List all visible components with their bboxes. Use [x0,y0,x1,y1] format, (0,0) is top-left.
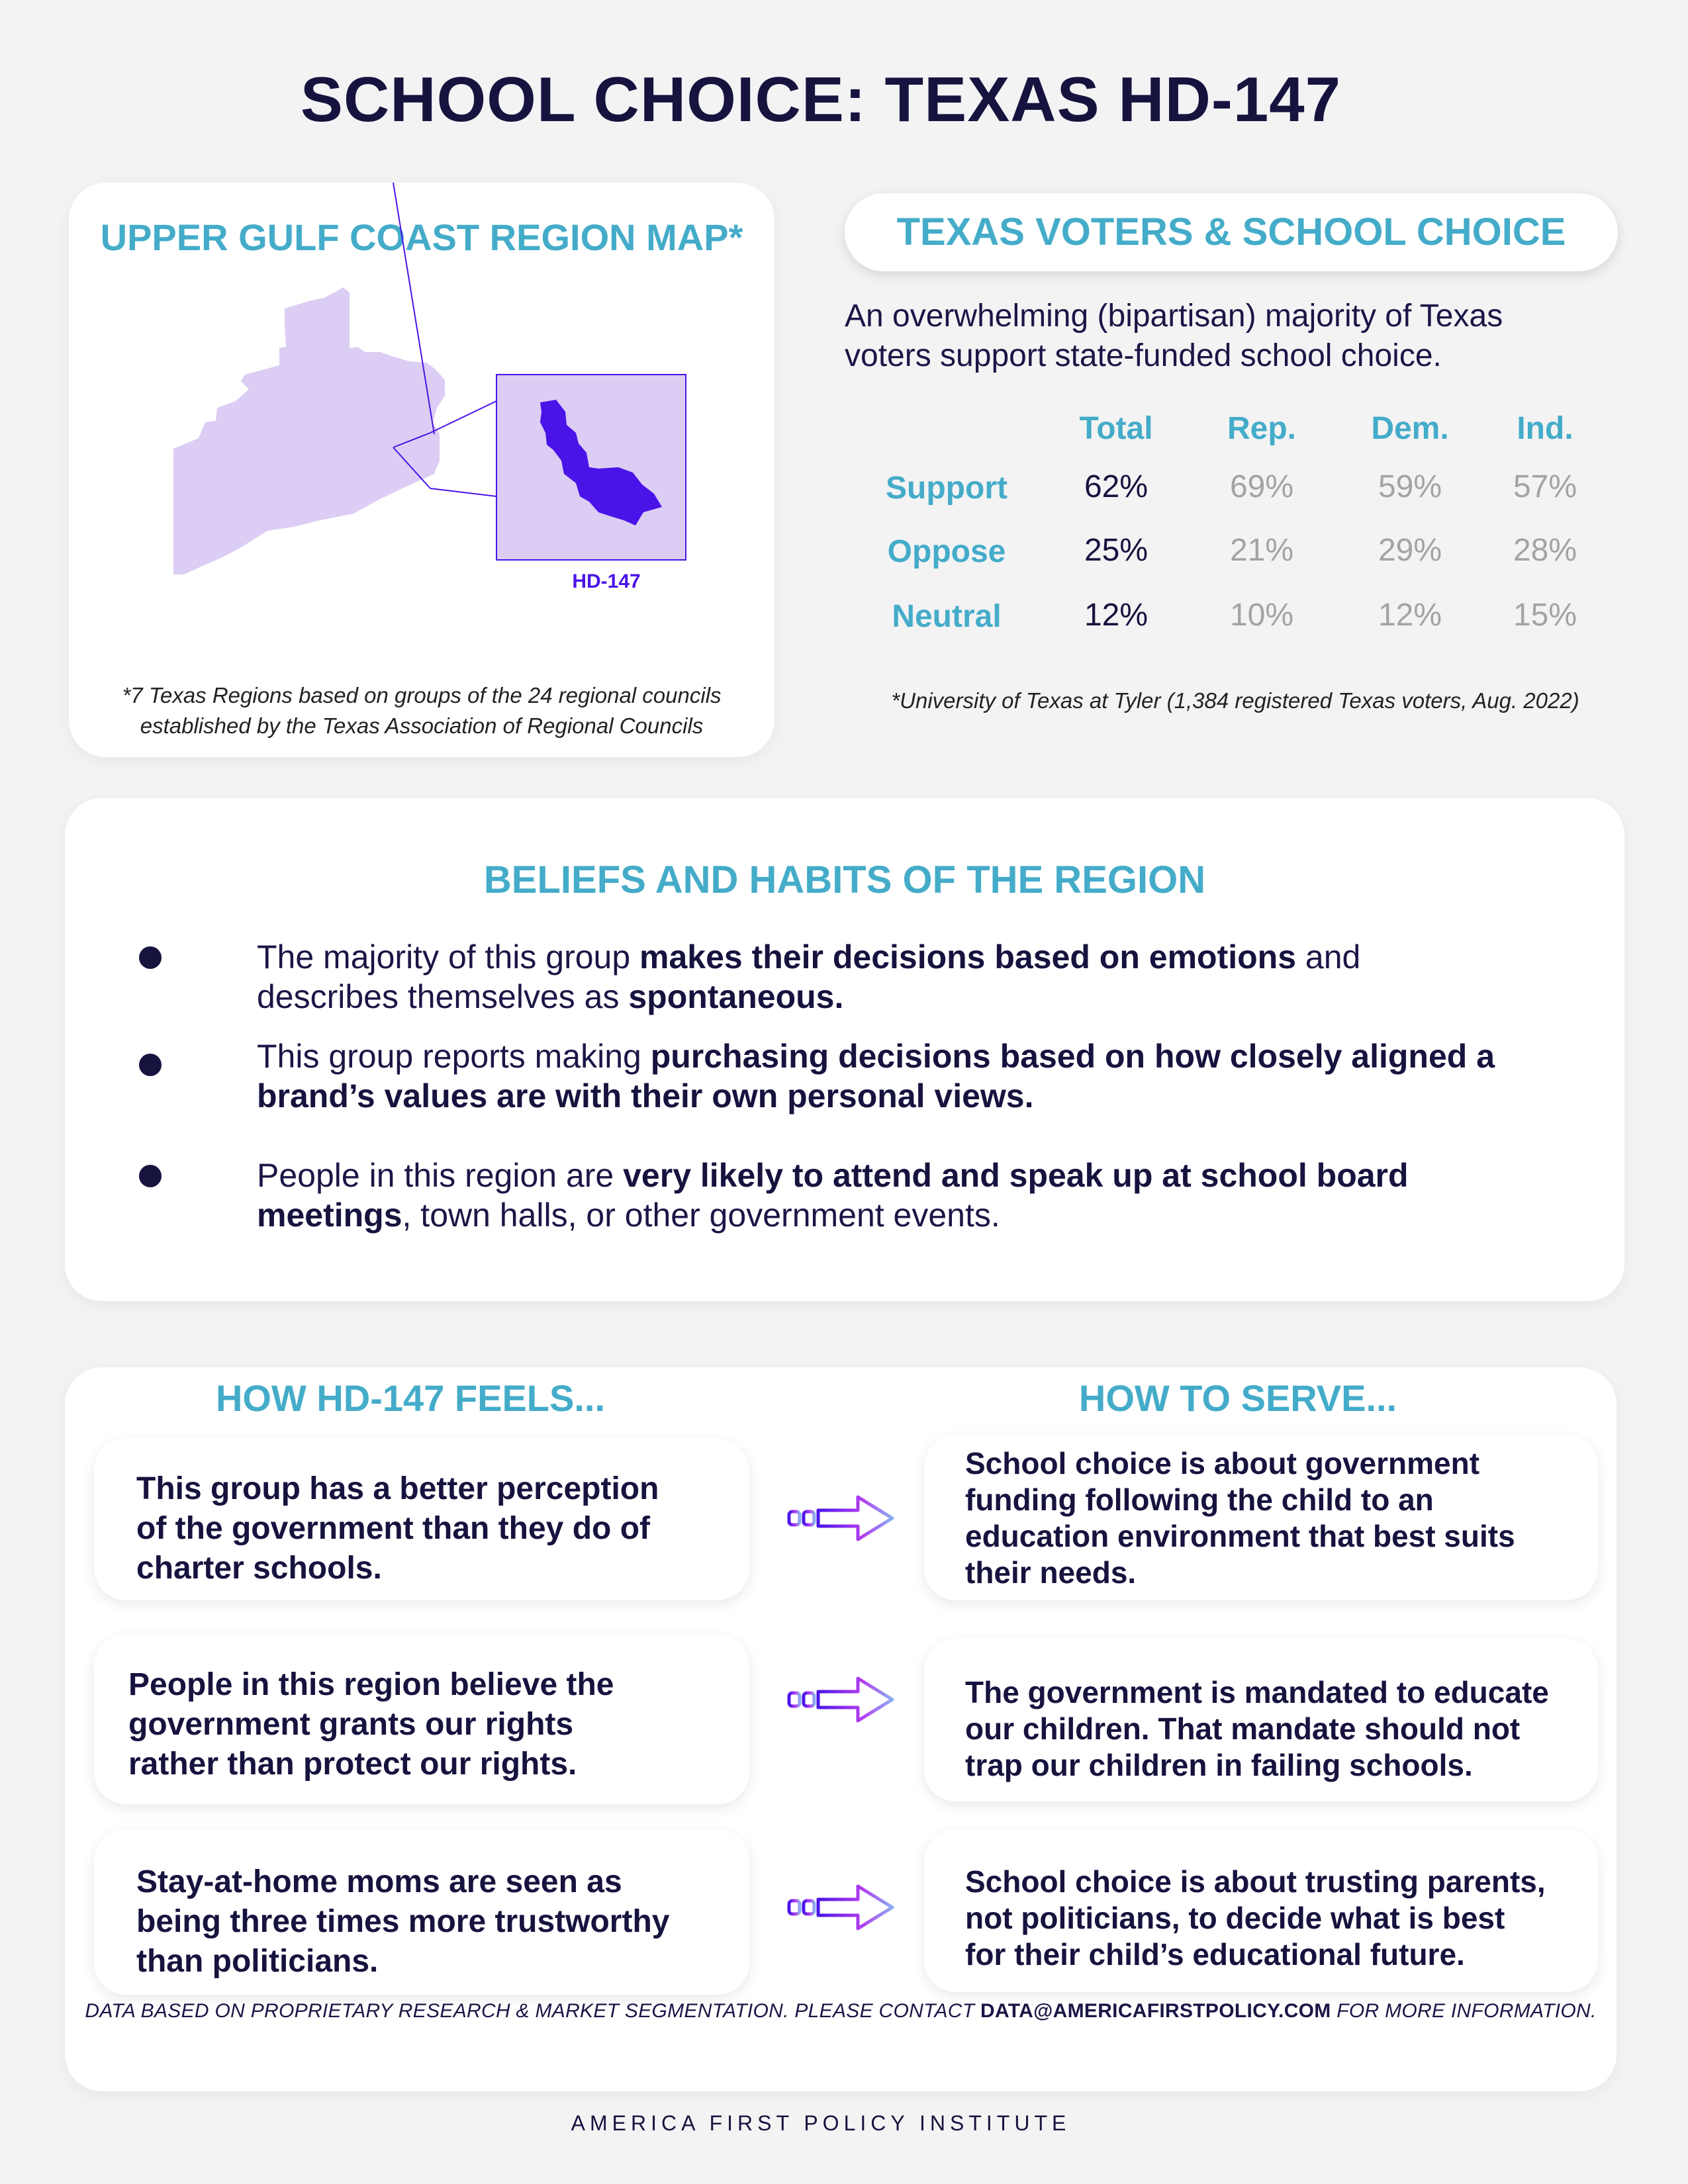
beliefs-title: BELIEFS AND HABITS OF THE REGION [483,858,1206,901]
table-cell: 21% [1229,533,1294,568]
map-inset [496,374,686,561]
column-header-dem: Dem. [1371,411,1449,446]
table-cell: 10% [1229,598,1294,633]
upper-gulf-coast-region-shape [173,287,445,574]
belief-item: The majority of this group makes their d… [139,937,1562,1017]
table-cell: 62% [1084,469,1149,504]
bullet-icon [139,946,162,969]
column-header-total: Total [1079,411,1153,446]
serve-heading: HOW TO SERVE... [1078,1377,1397,1419]
data-disclaimer: DATA BASED ON PROPRIETARY RESEARCH & MAR… [85,2000,1597,2022]
region-map: HD-147 [173,183,686,592]
zoom-line-top [393,432,431,448]
table-cell: 59% [1378,469,1442,504]
contact-email-link[interactable]: DATA@AMERICAFIRSTPOLICY.COM [980,2000,1331,2022]
feel-box: People in this region believe the govern… [94,1635,749,1804]
feel-box: This group has a better perception of th… [94,1439,749,1600]
bullet-icon [139,1165,162,1187]
page-title: SCHOOL CHOICE: TEXAS HD-147 [300,64,1342,135]
serve-box: The government is mandated to educate ou… [924,1639,1598,1801]
gradient-arrow-icon [787,1495,894,1541]
feels-heading: HOW HD-147 FEELS... [215,1377,606,1419]
feel-box: Stay-at-home moms are seen as being thre… [94,1829,749,1995]
table-cell: 15% [1513,598,1577,633]
gradient-arrow-icon [787,1884,894,1931]
belief-item: This group reports making purchasing dec… [139,1036,1562,1116]
row-label-oppose: Oppose [887,534,1006,569]
voters-heading: TEXAS VOTERS & SCHOOL CHOICE [845,193,1618,271]
zoom-line-bottom [393,447,431,489]
zoom-line-lower [430,488,497,497]
row-label-neutral: Neutral [892,599,1002,634]
table-cell: 12% [1084,598,1149,633]
serve-box: School choice is about trusting parents,… [924,1829,1598,1992]
belief-item: People in this region are very likely to… [139,1156,1562,1235]
column-header-ind: Ind. [1517,411,1573,446]
map-footnote: *7 Texas Regions based on groups of the … [122,683,722,738]
gradient-arrow-icon [787,1676,894,1723]
table-cell: 29% [1378,533,1442,568]
serve-box: School choice is about government fundin… [924,1435,1598,1600]
zoom-line-upper [430,400,497,433]
table-cell: 69% [1229,469,1294,504]
table-cell: 57% [1513,469,1577,504]
voters-intro: An overwhelming (bipartisan) majority of… [845,298,1503,373]
table-cell: 12% [1378,598,1442,633]
region-map-card: UPPER GULF COAST REGION MAP* HD-147 *7 T… [69,183,774,757]
bullet-icon [139,1054,162,1076]
hd-147-district-shape [540,400,662,525]
column-header-rep: Rep. [1227,411,1296,446]
beliefs-card: BELIEFS AND HABITS OF THE REGION The maj… [65,798,1624,1301]
table-cell: 25% [1084,533,1149,568]
zoom-line-top [393,183,435,435]
row-label-support: Support [886,471,1008,506]
inset-label: HD-147 [572,570,640,592]
organization-name: AMERICA FIRST POLICY INSTITUTE [571,2111,1071,2135]
table-cell: 28% [1513,533,1577,568]
poll-source: *University of Texas at Tyler (1,384 reg… [891,688,1579,713]
map-title: UPPER GULF COAST REGION MAP* [100,216,743,258]
